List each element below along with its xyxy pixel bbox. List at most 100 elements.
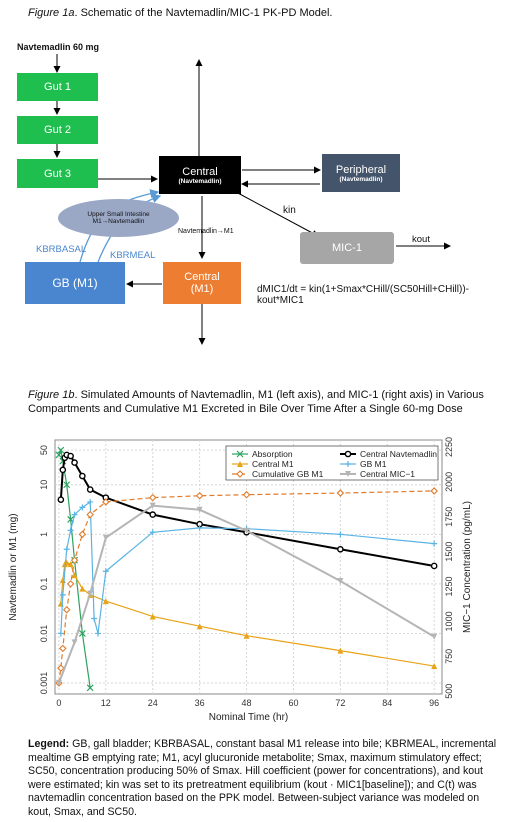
y2-tick-label: 2250 [444,437,454,457]
data-point [91,615,98,622]
data-point [55,679,62,686]
data-point [102,598,109,605]
data-point [242,490,251,499]
peripheral-label: Peripheral [335,163,387,176]
figure-1a-caption: Figure 1a. Schematic of the Navtemadlin/… [28,6,332,20]
data-point [102,534,109,541]
y-tick-label: 1 [39,532,49,537]
data-point [67,527,74,534]
data-point [337,577,344,584]
y-tick-label: 0.001 [39,672,49,695]
y2-tick-label: 500 [444,684,454,699]
legend-entry: Central MIC−1 [360,469,415,479]
gut-3-label: Gut 3 [44,167,71,180]
kin-text: kin [283,205,296,216]
data-point [59,591,66,598]
kbr-basal-label: KBRBASAL [36,244,87,255]
data-point [196,506,203,513]
schematic-arrows [53,54,451,345]
x-tick-label: 36 [195,698,205,708]
data-point [59,644,67,653]
conversion-label: Navtemadlin→M1 [178,228,234,235]
plot-area [54,439,443,695]
data-point [59,466,67,474]
kin-label: kin [283,205,296,216]
peripheral-box: Peripheral (Navtemadlin) [322,154,400,192]
data-point [67,561,74,568]
data-point [236,470,244,478]
data-point [87,498,94,505]
legend-label: Legend: [28,738,70,750]
x-tick-label: 48 [242,698,252,708]
data-point [86,510,94,519]
gut-1-label: Gut 1 [44,81,71,93]
gut-1-box: Gut 1 [17,73,98,101]
figure-1a-caption-text: . Schematic of the Navtemadlin/MIC-1 PK-… [74,7,333,19]
data-point [55,451,63,459]
figure-1a-caption-label: Figure 1a [28,7,75,19]
gut-2-box: Gut 2 [17,116,98,144]
data-point [102,568,109,575]
data-point [78,630,86,637]
y-tick-label: 50 [39,445,49,455]
data-point [71,459,78,466]
data-point [62,606,71,614]
mic1-box: MIC-1 [300,232,394,264]
gb-m1-box: GB (M1) [25,262,125,304]
data-point [336,489,345,497]
legend-entry: GB M1 [360,459,387,469]
data-point [243,632,250,639]
data-point [195,491,204,500]
central-label: Central [182,165,218,178]
kout-label: kout [412,234,430,245]
legend-entry: Absorption [252,449,293,459]
data-point [149,613,156,620]
data-point [243,527,250,534]
data-point [431,540,438,547]
data-point [79,472,86,480]
data-point [337,647,344,654]
mic1-label: MIC-1 [332,242,362,254]
central-sub-label: (Navtemadlin) [178,177,222,185]
series-line [58,490,435,684]
figure-legend: Legend: GB, gall bladder; KBRBASAL, cons… [28,738,500,820]
data-point [57,446,65,454]
gut-3-box: Gut 3 [17,159,98,188]
data-point [102,498,110,506]
data-point [70,556,79,565]
data-point [196,623,203,630]
y-tick-label: 0.1 [39,578,49,591]
x-tick-label: 96 [429,698,439,708]
figure-1b-caption-label: Figure 1b [28,389,75,401]
data-point [71,572,78,579]
data-point [63,546,70,553]
data-point [57,664,65,672]
data-point [237,461,243,467]
data-point [430,487,438,495]
y2-tick-label: 2000 [444,472,454,492]
y-tick-label: 0.01 [39,625,49,643]
legend-entry: Central M1 [252,459,294,469]
data-point [344,450,352,458]
x-axis-label: Nominal Time (hr) [209,712,288,722]
data-point [71,639,78,646]
central-m1-sub-label: (M1) [190,283,214,295]
data-point [337,531,344,538]
data-point [431,633,438,640]
x-tick-label: 0 [56,698,61,708]
pk-chart: 0 12 24 36 48 60 72 84 96 0.001 0.01 0.1 1 10 50 500 750… [8,437,473,722]
data-point [57,496,65,503]
dose-label: Navtemadlin 60 mg [17,42,100,52]
data-point [149,529,156,536]
data-point [149,502,156,509]
central-m1-box: Central (M1) [163,262,241,304]
y2-tick-label: 1500 [444,542,454,562]
y2-axis-label: MIC−1 Concentration (pg/mL) [462,501,473,633]
central-m1-label: Central [184,271,220,283]
gb-m1-label: GB (M1) [52,276,98,290]
intestine-label: Upper Small Intestine M1→Navtemadlin [87,211,150,225]
equation-label: dMIC1/dt = kin(1+Smax*CHill/(SC50Hill+CH… [257,284,469,306]
legend-text: GB, gall bladder; KBRBASAL, constant bas… [28,738,497,818]
data-point [345,461,351,467]
data-point [236,450,244,458]
